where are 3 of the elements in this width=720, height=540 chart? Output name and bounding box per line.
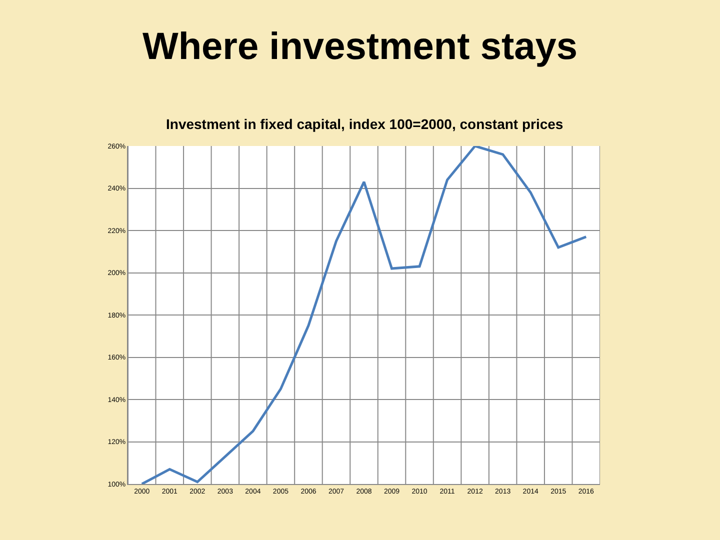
chart-title: Where investment stays [142, 26, 578, 68]
line-series [140, 146, 588, 484]
chart-subtitle: Investment in fixed capital, index 100=2000, constant prices [166, 116, 564, 132]
